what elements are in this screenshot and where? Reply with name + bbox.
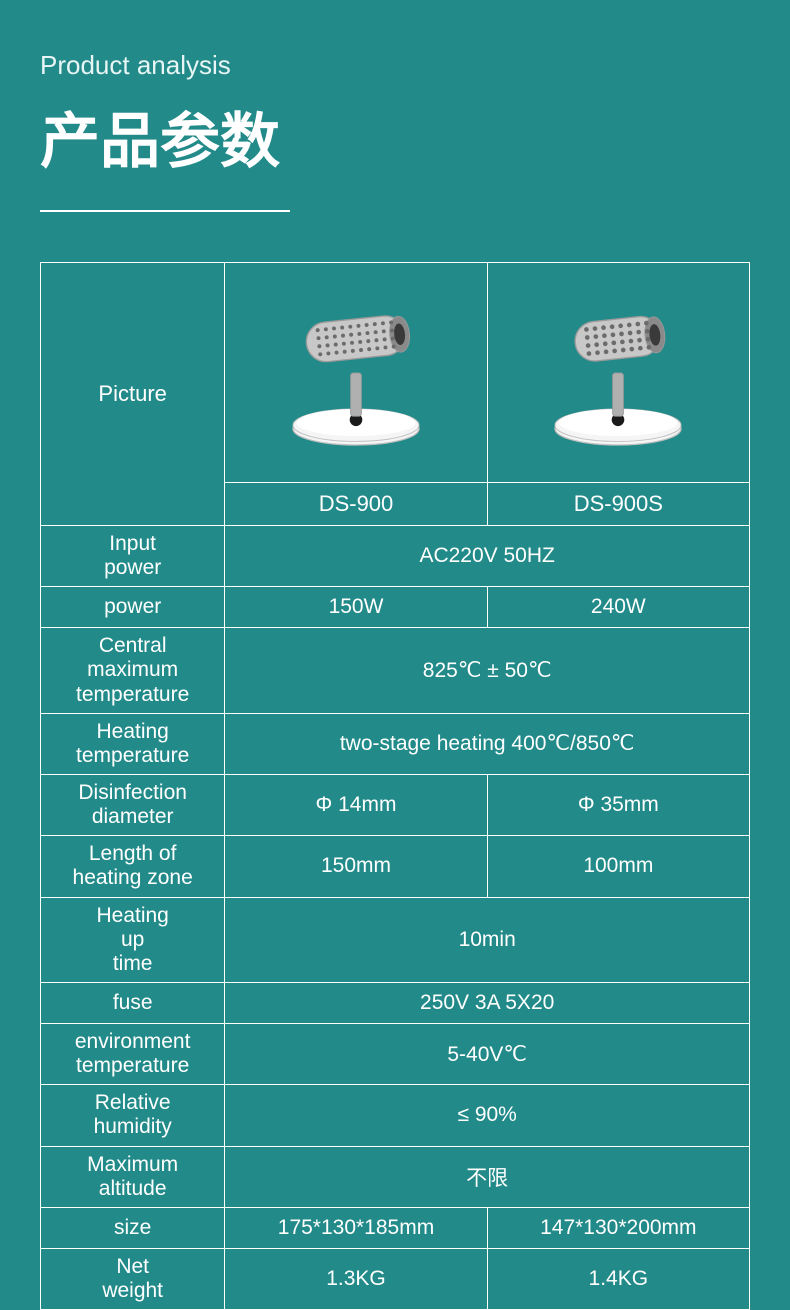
- row-label-3: Heatingtemperature: [41, 713, 225, 774]
- row-label-2: Centralmaximumtemperature: [41, 628, 225, 713]
- row-value-6: 10min: [225, 897, 750, 982]
- row-value-4-0: Φ 14mm: [225, 774, 487, 835]
- row-value-10: 不限: [225, 1146, 750, 1207]
- subtitle: Product analysis: [40, 50, 750, 81]
- row-value-11-1: 147*130*200mm: [487, 1207, 749, 1248]
- row-label-5: Length ofheating zone: [41, 836, 225, 897]
- product-image-0: [225, 263, 487, 483]
- row-value-2: 825℃ ± 50℃: [225, 628, 750, 713]
- row-value-11-0: 175*130*185mm: [225, 1207, 487, 1248]
- row-value-7: 250V 3A 5X20: [225, 982, 750, 1023]
- row-value-8: 5-40V℃: [225, 1023, 750, 1084]
- divider: [40, 210, 290, 212]
- row-value-5-1: 100mm: [487, 836, 749, 897]
- row-label-7: fuse: [41, 982, 225, 1023]
- title: 产品参数: [40, 93, 750, 180]
- picture-label: Picture: [41, 263, 225, 526]
- spec-table: Picture DS-900 DS-900S Inputpower AC220V…: [40, 262, 750, 1310]
- row-value-9: ≤ 90%: [225, 1085, 750, 1146]
- row-value-3: two-stage heating 400℃/850℃: [225, 713, 750, 774]
- row-label-12: Netweight: [41, 1248, 225, 1309]
- row-value-0: AC220V 50HZ: [225, 526, 750, 587]
- model-1: DS-900S: [487, 483, 749, 526]
- model-0: DS-900: [225, 483, 487, 526]
- row-label-9: Relativehumidity: [41, 1085, 225, 1146]
- row-value-12-1: 1.4KG: [487, 1248, 749, 1309]
- row-label-4: Disinfectiondiameter: [41, 774, 225, 835]
- row-label-10: Maximumaltitude: [41, 1146, 225, 1207]
- row-label-8: environmenttemperature: [41, 1023, 225, 1084]
- product-image-1: [487, 263, 749, 483]
- row-value-1-1: 240W: [487, 587, 749, 628]
- row-label-6: Heatinguptime: [41, 897, 225, 982]
- row-value-5-0: 150mm: [225, 836, 487, 897]
- row-value-12-0: 1.3KG: [225, 1248, 487, 1309]
- row-value-1-0: 150W: [225, 587, 487, 628]
- row-value-4-1: Φ 35mm: [487, 774, 749, 835]
- row-label-1: power: [41, 587, 225, 628]
- row-label-11: size: [41, 1207, 225, 1248]
- row-label-0: Inputpower: [41, 526, 225, 587]
